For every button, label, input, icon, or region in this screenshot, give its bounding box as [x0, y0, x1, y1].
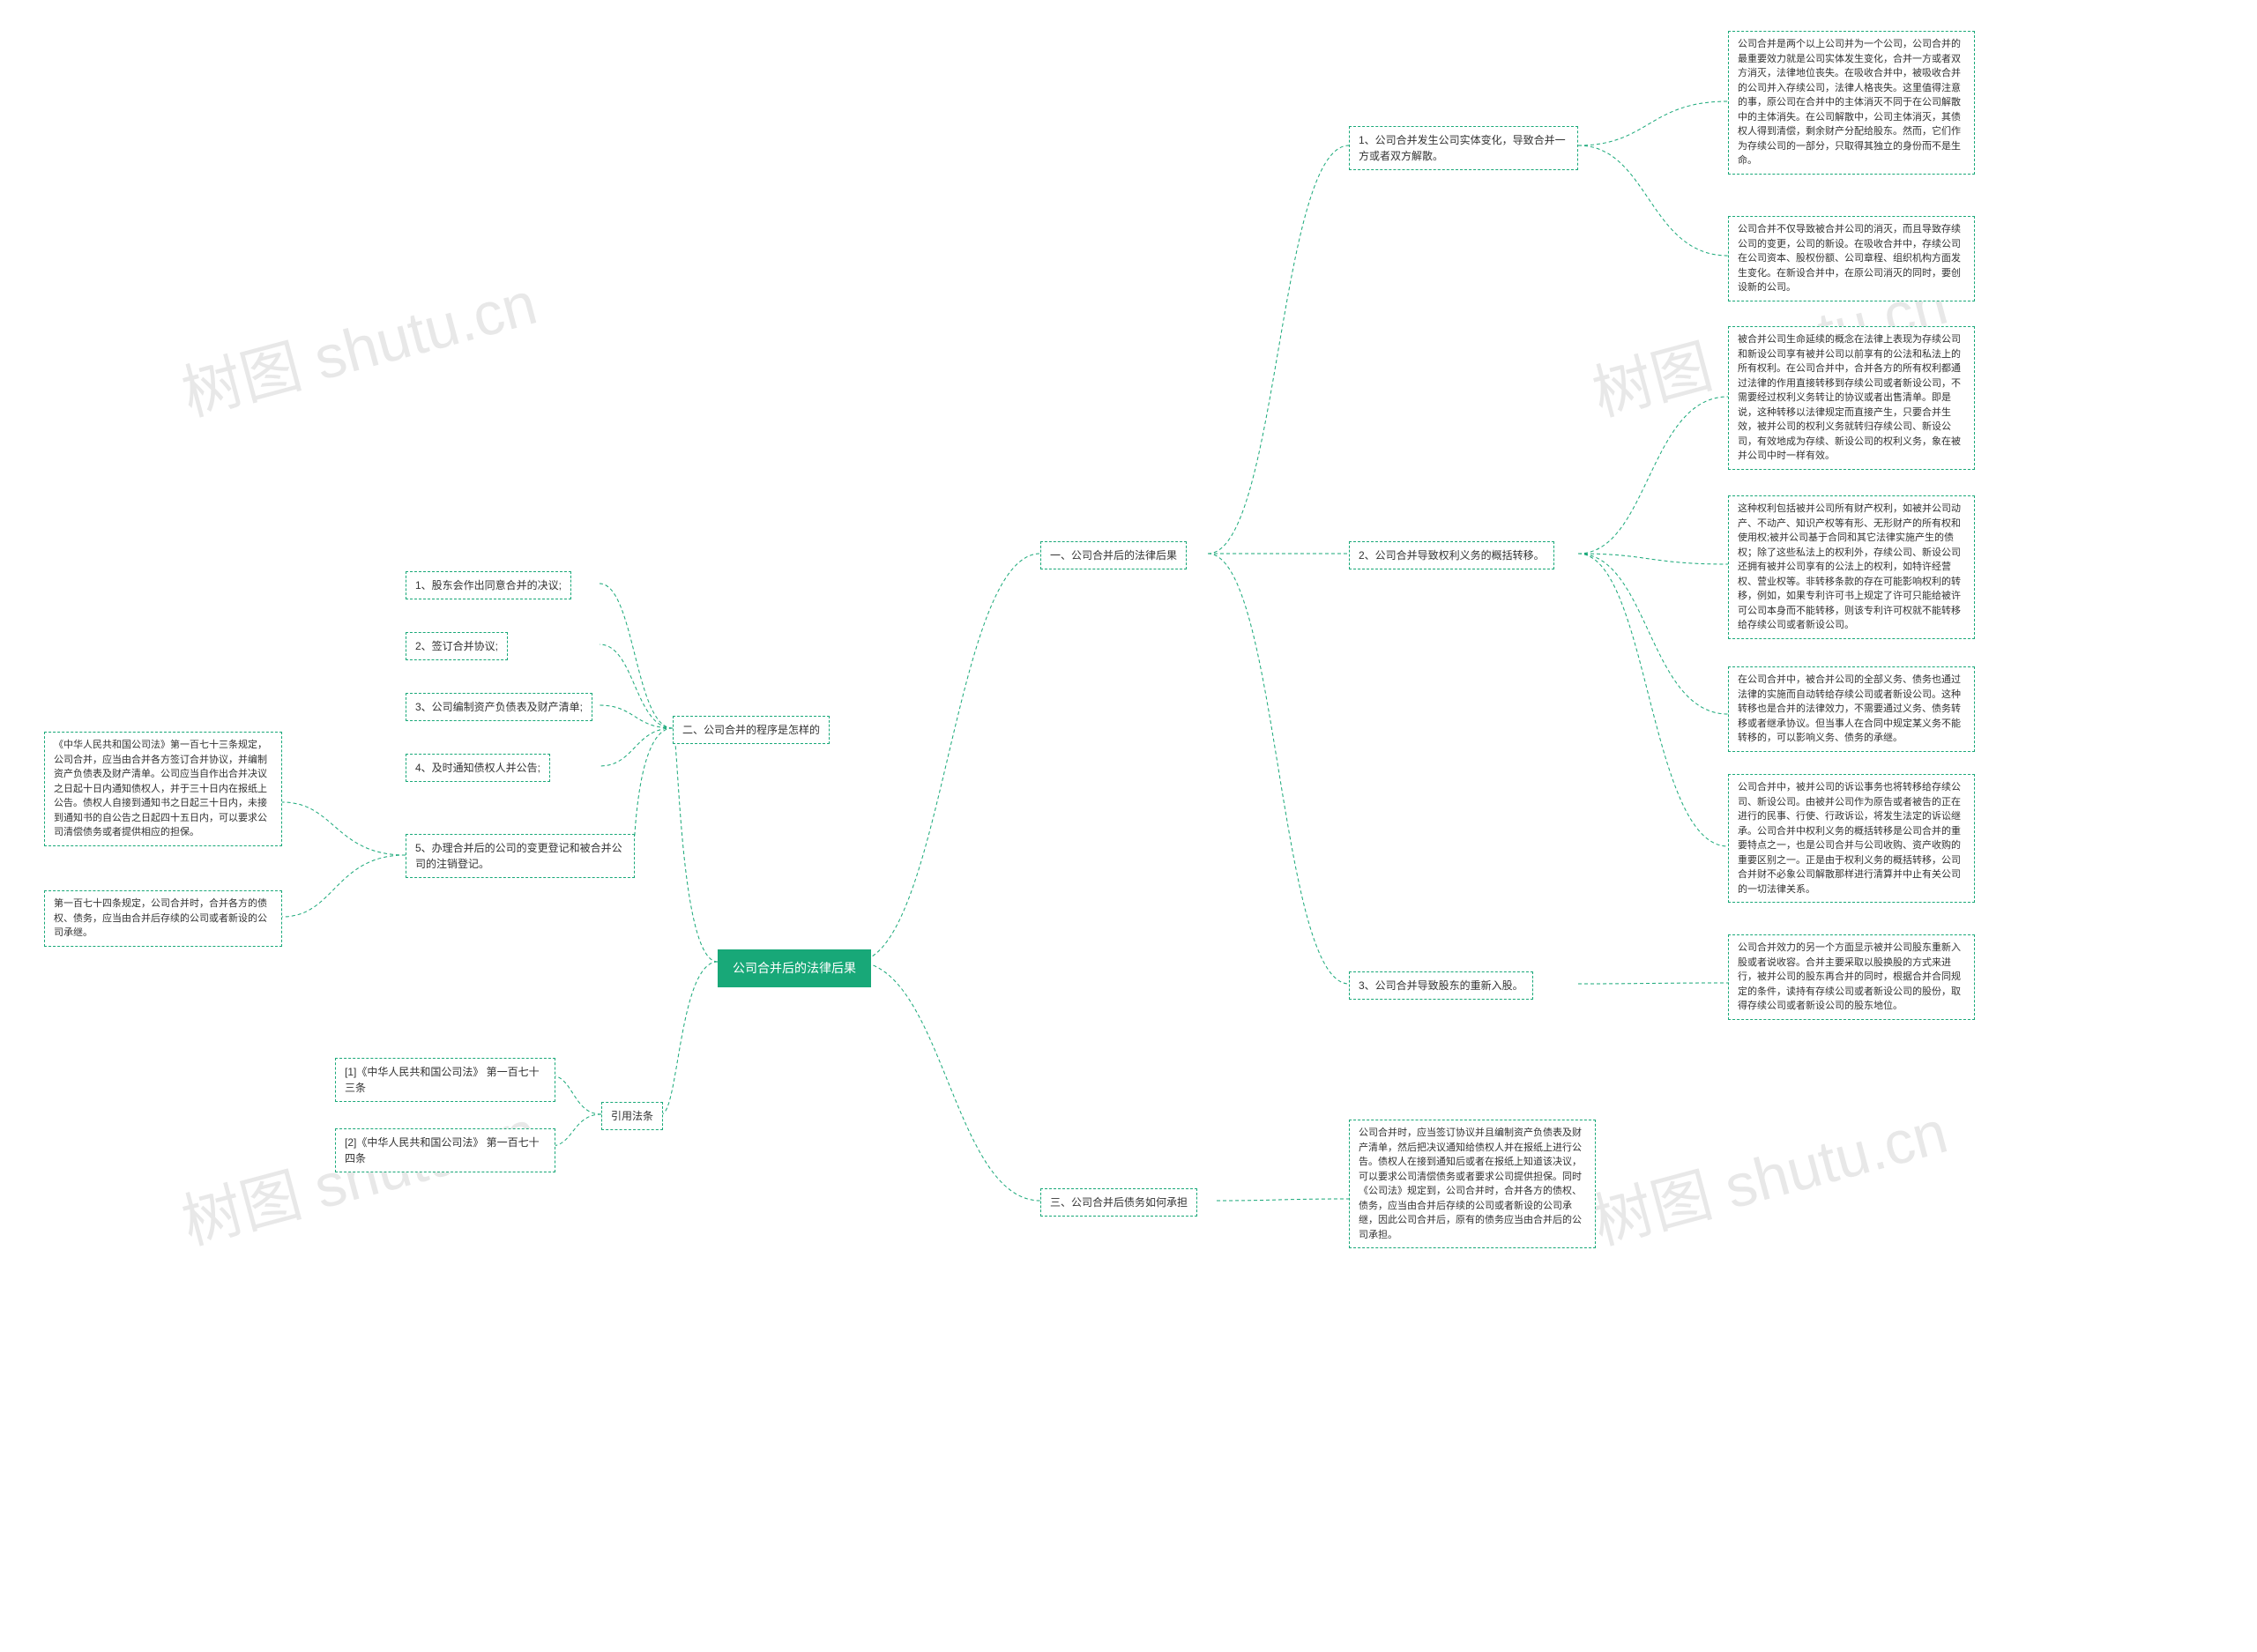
- detail-node: 在公司合并中，被合并公司的全部义务、债务也通过法律的实施而自动转给存续公司或者新…: [1728, 666, 1975, 752]
- center-node[interactable]: 公司合并后的法律后果: [718, 949, 871, 987]
- branch-node[interactable]: 一、公司合并后的法律后果: [1040, 541, 1187, 569]
- child-node[interactable]: 3、公司合并导致股东的重新入股。: [1349, 971, 1533, 1000]
- child-node[interactable]: 1、公司合并发生公司实体变化，导致合并一方或者双方解散。: [1349, 126, 1578, 170]
- child-node[interactable]: 3、公司编制资产负债表及财产清单;: [406, 693, 592, 721]
- detail-node: 被合并公司生命延续的概念在法律上表现为存续公司和新设公司享有被并公司以前享有的公…: [1728, 326, 1975, 470]
- detail-node: 公司合并中，被并公司的诉讼事务也将转移给存续公司、新设公司。由被并公司作为原告或…: [1728, 774, 1975, 903]
- child-node[interactable]: [2]《中华人民共和国公司法》 第一百七十四条: [335, 1128, 555, 1172]
- child-node[interactable]: 2、签订合并协议;: [406, 632, 508, 660]
- detail-node: 第一百七十四条规定，公司合并时，合并各方的债权、债务，应当由合并后存续的公司或者…: [44, 890, 282, 947]
- detail-node: 公司合并不仅导致被合并公司的消灭，而且导致存续公司的变更，公司的新设。在吸收合并…: [1728, 216, 1975, 301]
- branch-node[interactable]: 二、公司合并的程序是怎样的: [673, 716, 830, 744]
- child-node[interactable]: 1、股东会作出同意合并的决议;: [406, 571, 571, 599]
- child-node[interactable]: 2、公司合并导致权利义务的概括转移。: [1349, 541, 1554, 569]
- child-node[interactable]: 4、及时通知债权人并公告;: [406, 754, 550, 782]
- detail-node: 公司合并时，应当签订协议并且编制资产负债表及财产清单，然后把决议通知给债权人并在…: [1349, 1120, 1596, 1248]
- child-node[interactable]: 5、办理合并后的公司的变更登记和被合并公司的注销登记。: [406, 834, 635, 878]
- detail-node: 公司合并是两个以上公司并为一个公司，公司合并的最重要效力就是公司实体发生变化，合…: [1728, 31, 1975, 175]
- child-node[interactable]: [1]《中华人民共和国公司法》 第一百七十三条: [335, 1058, 555, 1102]
- detail-node: 《中华人民共和国公司法》第一百七十三条规定，公司合并，应当由合并各方签订合并协议…: [44, 732, 282, 846]
- detail-node: 这种权利包括被并公司所有财产权利，如被并公司动产、不动产、知识产权等有形、无形财…: [1728, 495, 1975, 639]
- detail-node: 公司合并效力的另一个方面显示被并公司股东重新入股或者说收容。合并主要采取以股换股…: [1728, 934, 1975, 1020]
- branch-node[interactable]: 引用法条: [601, 1102, 663, 1130]
- branch-node[interactable]: 三、公司合并后债务如何承担: [1040, 1188, 1197, 1217]
- mindmap-canvas: 公司合并后的法律后果 一、公司合并后的法律后果 1、公司合并发生公司实体变化，导…: [0, 0, 2257, 1652]
